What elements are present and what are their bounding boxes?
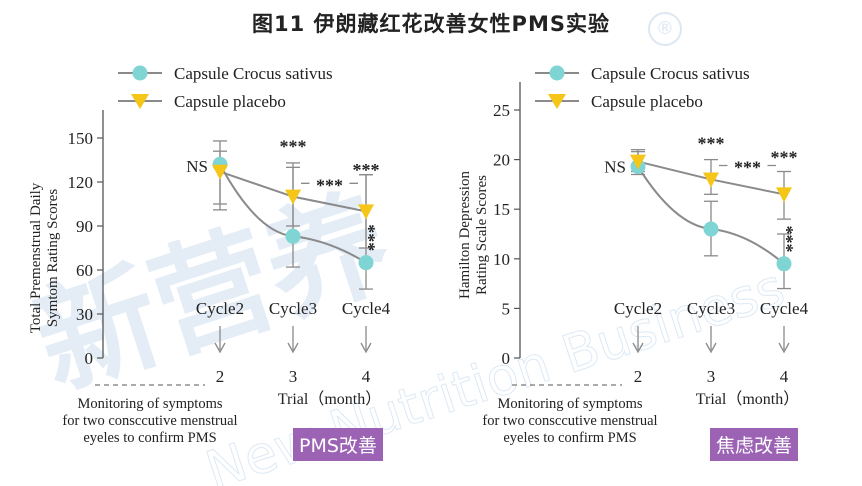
- significance-stars-vertical: ***: [782, 225, 802, 252]
- x-tick-label: 4: [362, 367, 371, 386]
- y-axis-label: Total Premenstrual DailySymtom Rating Sc…: [28, 182, 61, 333]
- y-axis-label: Hamilton DepressionRating Scale Scores: [457, 171, 490, 299]
- y-tick-label: 120: [68, 173, 94, 192]
- y-tick-label: 15: [493, 200, 510, 219]
- y-tick-label: 60: [76, 261, 93, 280]
- cycle-label: Cycle3: [269, 299, 317, 318]
- data-point-crocus: [776, 256, 792, 272]
- legend-label: Capsule Crocus sativus: [591, 64, 750, 83]
- cycle-label: Cycle3: [687, 299, 735, 318]
- cycle-arrow-head: [360, 342, 372, 354]
- chart-pms: 0 30 60 90 120 150 Total Premenstrual DailySym…: [28, 64, 391, 446]
- data-point-crocus: [703, 221, 719, 237]
- significance-stars: ***: [280, 137, 307, 157]
- legend-marker-triangle: [548, 94, 566, 109]
- y-tick-label: 0: [85, 349, 94, 368]
- badge-anxiety: 焦虑改善: [710, 428, 799, 461]
- cycle-arrow-head: [214, 342, 226, 354]
- significance-bracket-gap: [309, 173, 350, 192]
- data-point-crocus: [358, 255, 374, 271]
- cycle-label: Cycle4: [760, 299, 809, 318]
- y-tick-label: 10: [493, 250, 510, 269]
- cycle-arrow-head: [778, 342, 790, 354]
- pms-note-line: for two consccutive menstrual: [482, 413, 657, 429]
- legend-marker-circle: [132, 65, 148, 81]
- data-point-crocus: [285, 228, 301, 244]
- significance-ns: NS: [604, 158, 626, 177]
- cycle-arrow-head: [287, 342, 299, 354]
- x-tick-label: 3: [289, 367, 298, 386]
- data-point-placebo: [703, 172, 719, 188]
- badge-pms: PMS改善: [293, 428, 383, 461]
- cycle-label: Cycle2: [614, 299, 662, 318]
- significance-stars: ***: [353, 160, 380, 180]
- y-tick-label: 0: [502, 349, 511, 368]
- y-tick-label: 25: [493, 101, 510, 120]
- cycle-arrow-head: [632, 342, 644, 354]
- significance-ns: NS: [186, 157, 208, 176]
- y-tick-label: 20: [493, 151, 510, 170]
- data-point-placebo: [358, 204, 374, 220]
- significance-stars-between: ***: [316, 175, 343, 195]
- legend-marker-circle: [549, 65, 565, 81]
- legend-label: Capsule placebo: [591, 92, 703, 111]
- pms-note-line: eyeles to confirm PMS: [503, 430, 636, 446]
- significance-stars: ***: [771, 148, 798, 168]
- y-axis-label-line: Total Premenstrual Daily: [28, 182, 44, 333]
- y-tick-label: 30: [76, 305, 93, 324]
- cycle-arrow-head: [705, 342, 717, 354]
- pms-note-line: Monitoring of symptoms: [497, 396, 642, 412]
- cycle-label: Cycle2: [196, 299, 244, 318]
- registered-mark: ®: [648, 12, 682, 46]
- legend-label: Capsule placebo: [174, 92, 286, 111]
- legend-label: Capsule Crocus sativus: [174, 64, 333, 83]
- cycle-label: Cycle4: [342, 299, 391, 318]
- pms-note-line: Monitoring of symptoms: [77, 396, 222, 412]
- x-tick-label: 4: [780, 367, 789, 386]
- y-axis-label-line: Rating Scale Scores: [474, 175, 490, 295]
- pms-note-line: eyeles to confirm PMS: [83, 430, 216, 446]
- data-point-placebo: [630, 154, 646, 170]
- y-axis-label-line: Symtom Rating Scores: [45, 189, 61, 327]
- significance-stars-between: ***: [734, 158, 761, 178]
- x-tick-label: 2: [216, 367, 225, 386]
- y-tick-label: 5: [502, 299, 511, 318]
- data-point-placebo: [212, 164, 228, 180]
- y-tick-label: 150: [68, 129, 94, 148]
- significance-stars: ***: [698, 134, 725, 154]
- x-tick-label: 2: [634, 367, 643, 386]
- y-axis-label-line: Hamilton Depression: [457, 171, 473, 299]
- data-point-placebo: [285, 189, 301, 205]
- pms-note-line: for two consccutive menstrual: [62, 413, 237, 429]
- x-tick-label: 3: [707, 367, 716, 386]
- significance-stars-vertical: ***: [364, 224, 384, 251]
- chart-anxiety: 0 5 10 15 20 25 Hamilton DepressionRating Scal…: [457, 64, 809, 446]
- y-tick-label: 90: [76, 217, 93, 236]
- legend-marker-triangle: [131, 94, 149, 109]
- figure-title: 图11 伊朗藏红花改善女性PMS实验: [252, 12, 610, 36]
- significance-bracket-gap: [727, 155, 768, 174]
- data-point-placebo: [776, 187, 792, 203]
- x-axis-label: Trial（month）: [696, 390, 799, 408]
- x-axis-label: Trial（month）: [278, 390, 381, 408]
